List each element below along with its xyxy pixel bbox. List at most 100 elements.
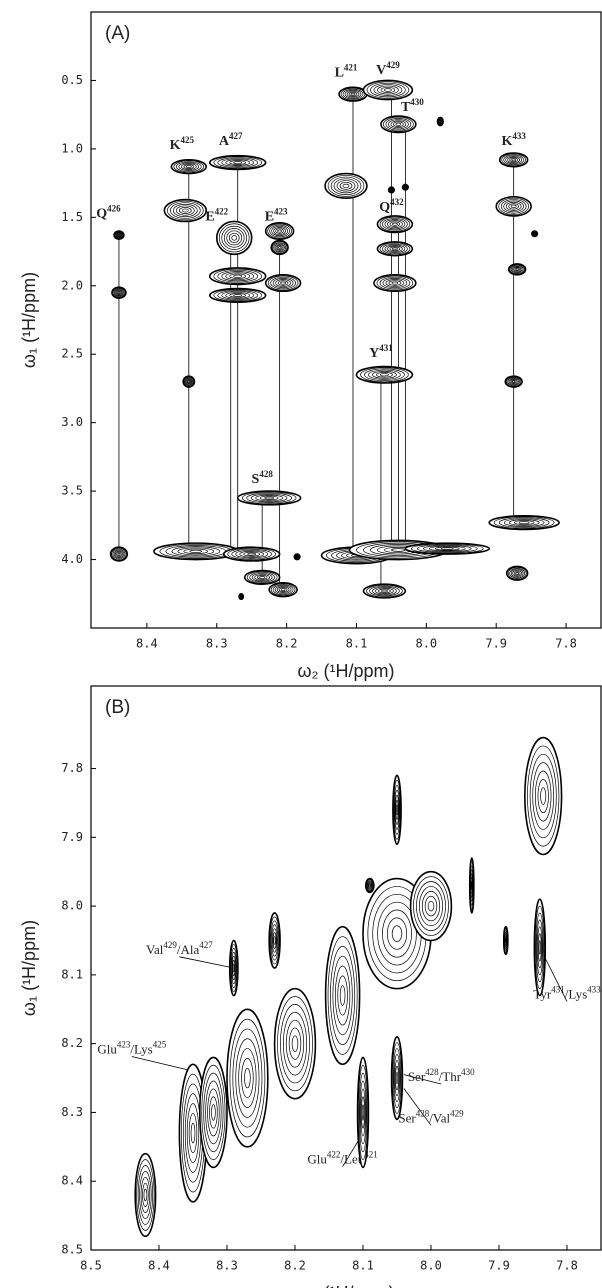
contour-level [183, 548, 209, 555]
contour-level [366, 584, 403, 598]
contour-level [439, 120, 442, 123]
contour-level [218, 223, 250, 253]
contour-level [181, 208, 189, 213]
contour-level [387, 245, 403, 253]
x-tick-label: 8.1 [352, 1259, 374, 1273]
contour-level [207, 1088, 220, 1137]
label-superscript: 422 [215, 206, 229, 216]
contour-level [175, 205, 195, 216]
contour-level [511, 158, 517, 162]
contour-level [361, 1096, 365, 1129]
contour-level [285, 1019, 305, 1068]
contour-level [416, 881, 446, 932]
contour-level [388, 119, 409, 130]
label-text: Q [379, 200, 390, 215]
contour-level [391, 1042, 403, 1114]
contour-level [180, 163, 197, 170]
peak-label: Q432 [379, 197, 404, 215]
label-text: K [501, 134, 512, 149]
plot-frame [90, 685, 602, 1251]
contour-level [272, 277, 294, 289]
contour-level [392, 247, 398, 251]
contour-level [272, 584, 294, 595]
contour-level [538, 940, 541, 955]
label-superscript: 431 [379, 343, 393, 353]
contour-level [276, 245, 283, 250]
contour-level [178, 162, 200, 171]
contour-level [540, 787, 547, 805]
contour-level [221, 158, 255, 167]
contour-level [282, 1011, 308, 1076]
peak-label: Ser428/Thr430 [408, 1067, 475, 1084]
panel-title: (A) [105, 23, 130, 44]
contour-level [327, 936, 358, 1055]
x-tick-label: 8.3 [216, 1259, 238, 1273]
contour-level [175, 161, 202, 172]
peak-label: Ser428/Val429 [398, 1108, 464, 1125]
contour-level [332, 955, 353, 1036]
contour-level [211, 1104, 216, 1121]
contour-level [512, 265, 523, 273]
y-axis-title: ω₁ (¹H/ppm) [19, 920, 39, 1016]
contour-level [115, 550, 123, 558]
contour-level [532, 231, 537, 237]
contour-level [295, 555, 299, 559]
label-text: Val [146, 942, 164, 957]
contour-level [534, 905, 545, 989]
contour-level [342, 88, 364, 100]
contour-level [428, 545, 466, 552]
contour-level [186, 378, 192, 385]
contour-level [493, 516, 555, 529]
contour-level [503, 154, 525, 166]
contour-level [142, 1182, 149, 1208]
contour-level [217, 290, 259, 301]
contour-level [403, 185, 408, 190]
x-tick-label: 8.0 [420, 1259, 442, 1273]
label-superscript: 427 [229, 131, 243, 141]
contour-level [169, 202, 201, 219]
contour-level [189, 549, 203, 553]
y-tick-label: 8.0 [61, 899, 83, 913]
contour-level [229, 293, 247, 298]
peak-label: Q426 [96, 204, 121, 222]
contour-level [509, 264, 525, 275]
contour-level [503, 200, 525, 213]
contour-level [269, 916, 280, 965]
contour-level [213, 156, 263, 169]
peak-label: L421 [335, 63, 358, 81]
y-tick-label: 8.5 [61, 1243, 83, 1257]
contour-level [178, 207, 192, 214]
y-tick-label: 3.0 [61, 415, 83, 429]
contour-level [183, 376, 194, 387]
label-superscript: 423 [274, 206, 288, 216]
contour-level [413, 876, 449, 936]
contour-level [114, 231, 124, 239]
contour-level [113, 549, 125, 559]
peak-label: S428 [252, 469, 274, 487]
contour-level [241, 1058, 254, 1099]
contour-level [510, 204, 517, 209]
contour-level [233, 294, 243, 297]
contour-level [264, 496, 274, 500]
leader-line [403, 1074, 442, 1085]
y-tick-label: 8.2 [61, 1036, 83, 1050]
contour-level [190, 1122, 196, 1144]
x-axis-title: ω₂ (¹H/ppm) [297, 1283, 394, 1288]
contour-level [251, 573, 273, 582]
contour-level [233, 274, 243, 278]
contour-level [361, 1104, 365, 1121]
contour-level [515, 268, 519, 271]
contour-level [390, 189, 393, 191]
x-tick-label: 8.4 [136, 637, 158, 651]
contour-level [235, 549, 269, 559]
contour-level [508, 378, 519, 386]
contour-level [507, 377, 521, 386]
contour-level [184, 377, 194, 386]
contour-level [389, 188, 393, 192]
label-text: /Leu [340, 1152, 364, 1167]
contour-level [342, 183, 350, 188]
peak-label: T430 [401, 97, 424, 115]
label-superscript: 426 [107, 204, 121, 214]
contour-level [515, 571, 520, 575]
contour-level [221, 271, 255, 282]
